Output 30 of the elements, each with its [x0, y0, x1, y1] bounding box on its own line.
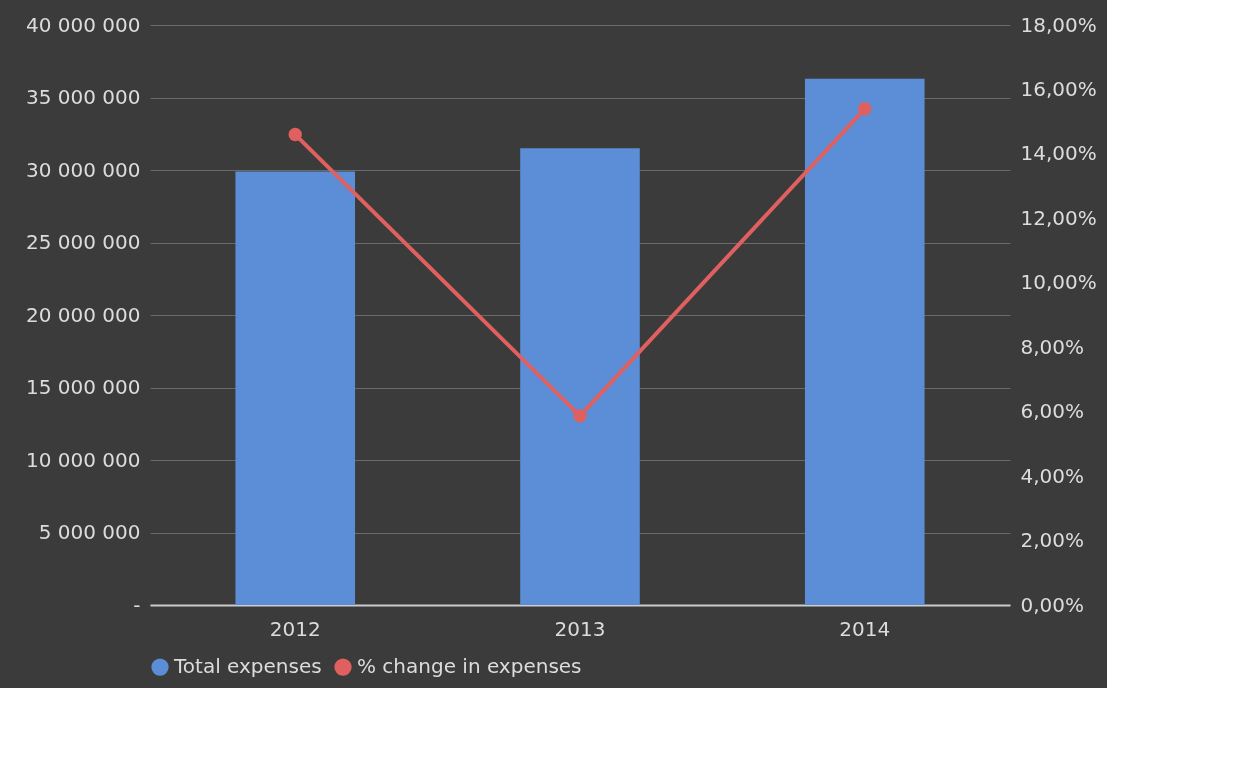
- y-tick-label: 20 000 000: [25, 302, 141, 327]
- y2-tick-label: 0,00%: [1020, 592, 1085, 617]
- y2-tick-label: 8,00%: [1020, 334, 1085, 359]
- y-tick-label: 5 000 000: [38, 520, 141, 544]
- x-tick-label: 2014: [839, 616, 891, 641]
- point: [288, 127, 302, 142]
- bar: [804, 78, 925, 605]
- y2-tick-label: 14,00%: [1020, 141, 1097, 166]
- legend-label: Total expenses: [173, 654, 322, 679]
- x-tick-label: 2012: [269, 616, 321, 641]
- y2-tick-label: 18,00%: [1020, 12, 1097, 37]
- y-tick-label: 25 000 000: [25, 230, 141, 254]
- x-tick-label: 2013: [554, 616, 606, 641]
- y2-tick-label: 12,00%: [1020, 205, 1097, 230]
- bar: [235, 171, 356, 605]
- y-tick-label: 40 000 000: [25, 12, 141, 37]
- legend-label: % change in expenses: [357, 654, 582, 679]
- y-tick-label: 15 000 000: [25, 375, 141, 399]
- y2-tick-label: 6,00%: [1020, 399, 1085, 424]
- y-tick-label: 30 000 000: [25, 157, 141, 182]
- point: [573, 409, 587, 423]
- y2-tick-label: 10,00%: [1020, 270, 1097, 295]
- bar: [520, 148, 640, 605]
- y-tick-label: -: [133, 592, 141, 617]
- y2-tick-label: 16,00%: [1020, 76, 1097, 101]
- point: [858, 102, 872, 116]
- y2-tick-label: 2,00%: [1020, 528, 1085, 553]
- y-tick-label: 10 000 000: [25, 447, 141, 472]
- y-tick-label: 35 000 000: [25, 85, 141, 109]
- y2-tick-label: 4,00%: [1020, 463, 1085, 488]
